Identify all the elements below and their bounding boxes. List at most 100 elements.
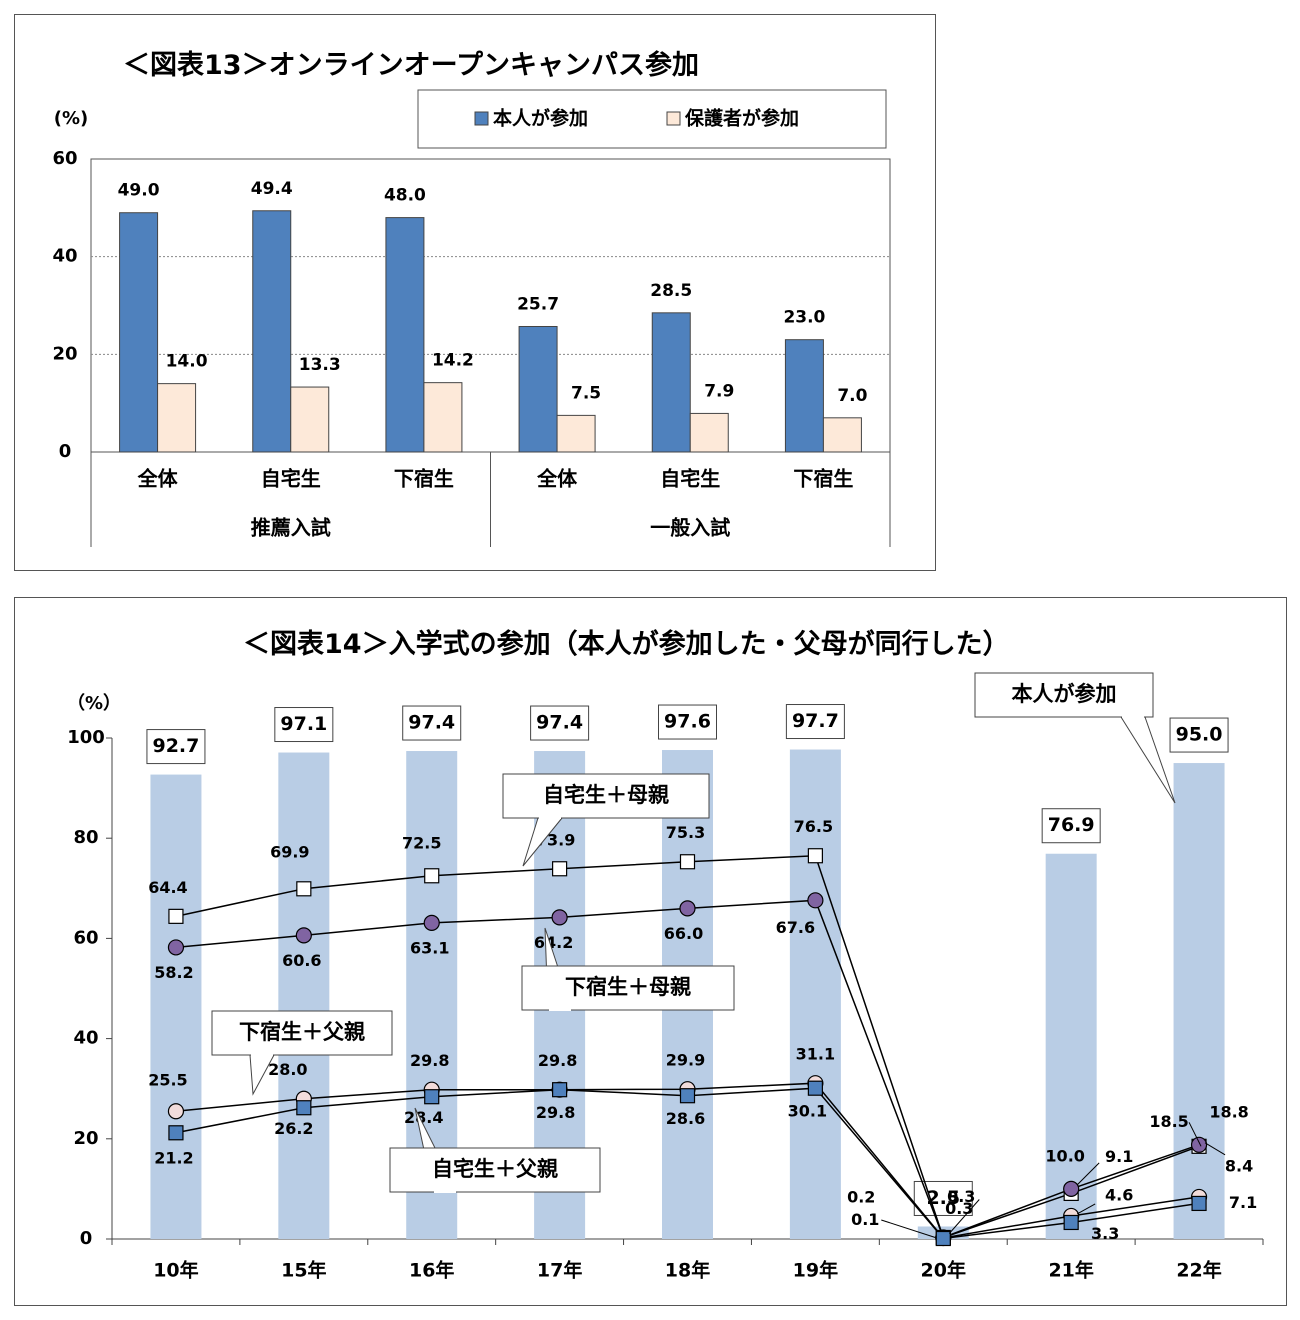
bar [1045, 853, 1097, 1239]
series-marker [807, 892, 824, 909]
data-label: 4.6 [1105, 1185, 1133, 1204]
data-label: 7.1 [1229, 1193, 1257, 1212]
x-category-label: 10年 [153, 1259, 198, 1282]
y-tick-label: 0 [59, 441, 72, 462]
chart-13-panel: ＜図表13＞オンラインオープンキャンパス参加 (%) 0 20 40 60 本人が参加 保護… [14, 14, 936, 571]
y-unit-label: （%） [67, 693, 121, 714]
series-marker [295, 927, 312, 944]
data-label: 29.9 [666, 1051, 705, 1070]
x-category-label: 17年 [537, 1259, 582, 1282]
data-label: 64.4 [148, 878, 187, 897]
bar [119, 212, 159, 453]
data-label: 8.4 [1225, 1156, 1253, 1175]
bar [252, 210, 292, 453]
data-label: 75.3 [666, 823, 705, 842]
bar-value-label: 49.4 [251, 179, 293, 199]
data-label: 66.0 [664, 924, 703, 943]
data-label: 63.1 [410, 938, 449, 957]
series-marker [167, 1103, 185, 1120]
bar-value-box [274, 707, 334, 743]
data-label: 10.0 [1045, 1146, 1084, 1165]
bar [423, 382, 463, 453]
legend-swatch [666, 111, 681, 126]
data-label: 31.1 [796, 1045, 835, 1064]
data-label: 9.1 [1105, 1147, 1133, 1166]
data-label: 0.1 [851, 1210, 879, 1229]
data-label: 58.2 [154, 963, 193, 982]
bar [651, 312, 691, 453]
chart-14-title: ＜図表14＞入学式の参加（本人が参加した・父母が同行した） [243, 629, 1010, 660]
x-category-label: 自宅生 [261, 467, 321, 491]
data-label: 29.8 [410, 1051, 449, 1070]
y-unit-label: (%) [54, 108, 89, 129]
chart-14-plot: （%） 0 20 40 60 80 100 92.7 10年 97.1 15年 97.4 16年 97.4… [67, 672, 1264, 1282]
bar [822, 417, 862, 453]
bar-value-box [1169, 717, 1229, 753]
series-marker [296, 1100, 312, 1116]
bar [689, 412, 729, 453]
legend-label: 本人が参加 [493, 107, 588, 130]
data-label: 0.3 [947, 1187, 975, 1206]
y-tick-label: 20 [73, 1128, 98, 1149]
leader-line [1188, 1122, 1202, 1147]
bar-value-label: 7.5 [571, 383, 601, 403]
bar [157, 383, 197, 453]
bar-value-box [530, 705, 590, 741]
data-label: 76.5 [794, 817, 833, 836]
leader-line [881, 1219, 936, 1238]
y-tick-label: 0 [80, 1228, 93, 1249]
bar [150, 774, 202, 1239]
x-category-label: 21年 [1048, 1259, 1093, 1282]
bar-value-box [658, 704, 717, 740]
series-marker [807, 848, 823, 864]
series-marker [167, 939, 185, 956]
data-label: 64.2 [534, 933, 573, 952]
bar-value-box [402, 705, 462, 741]
bar-value-label: 92.7 [152, 735, 199, 757]
plot-frame [90, 158, 891, 453]
x-category-label: 下宿生 [793, 467, 853, 491]
x-category-label: 22年 [1176, 1259, 1221, 1282]
legend-swatch [474, 111, 489, 126]
series-marker [679, 900, 696, 917]
data-label: 30.1 [788, 1102, 827, 1121]
data-label: 67.6 [776, 918, 815, 937]
data-label: 28.0 [268, 1060, 307, 1079]
bar [556, 414, 596, 453]
leader-line [1076, 1162, 1100, 1186]
bar-value-label: 7.0 [837, 386, 867, 406]
data-label: 28.6 [666, 1109, 705, 1128]
bar-value-label: 13.3 [299, 355, 341, 375]
data-label: 18.5 [1149, 1112, 1188, 1131]
series-marker [679, 1088, 696, 1104]
bar [784, 339, 824, 453]
data-label: 69.9 [270, 842, 309, 861]
bar-value-label: 49.0 [118, 181, 160, 201]
callout-box [974, 672, 1154, 718]
callout-box [389, 1147, 601, 1193]
data-label: 29.8 [538, 1051, 577, 1070]
chart-13-title: ＜図表13＞オンラインオープンキャンパス参加 [123, 50, 699, 81]
x-category-label: 全体 [536, 467, 578, 491]
bar [789, 749, 841, 1239]
x-group-label: 一般入試 [650, 516, 730, 540]
y-tick-label: 20 [52, 343, 77, 364]
bar-value-label: 95.0 [1176, 724, 1223, 746]
callout-label: 下宿生＋父親 [239, 1020, 365, 1044]
series-marker [1190, 1136, 1208, 1153]
bar-value-label: 25.7 [517, 294, 559, 314]
data-label: 28.4 [404, 1108, 443, 1127]
x-category-label: 下宿生 [394, 467, 454, 491]
callout-box [211, 1010, 393, 1056]
legend-box [417, 89, 887, 149]
bar-value-label: 14.0 [166, 352, 208, 372]
bar-value-label: 28.5 [650, 281, 692, 301]
data-label: 72.5 [402, 833, 441, 852]
leader-line [948, 1199, 980, 1234]
callout-pointer [522, 817, 563, 867]
bar [278, 752, 330, 1239]
bar-value-label: 2.5 [926, 1187, 960, 1209]
bar-value-label: 14.2 [432, 351, 474, 371]
y-tick-label: 80 [73, 827, 98, 848]
series-marker [424, 868, 440, 884]
